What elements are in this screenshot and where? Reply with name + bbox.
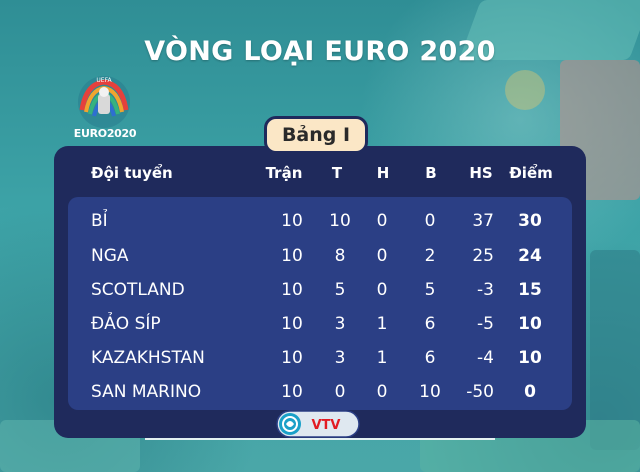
played-value: 10 xyxy=(281,314,303,334)
won-value: 0 xyxy=(334,382,346,402)
divider xyxy=(145,438,495,440)
points-value: 15 xyxy=(518,280,542,300)
header-points: Điểm xyxy=(509,164,553,182)
background-decoration xyxy=(505,70,545,110)
drawn-value: 0 xyxy=(376,246,388,266)
standings-table-body xyxy=(68,197,572,410)
won-value: 3 xyxy=(334,348,346,368)
uefa-logo-text: UEFA xyxy=(96,77,112,84)
team-name: SCOTLAND xyxy=(91,280,185,300)
header-goal-diff: HS xyxy=(469,164,493,182)
header-won: T xyxy=(331,164,343,182)
background-decoration xyxy=(590,250,640,450)
points-value: 10 xyxy=(518,314,542,334)
goal-diff-value: 25 xyxy=(472,246,494,266)
drawn-value: 0 xyxy=(376,211,388,231)
page-title: VÒNG LOẠI EURO 2020 xyxy=(144,36,496,67)
won-value: 3 xyxy=(334,314,346,334)
goal-diff-value: -4 xyxy=(477,348,494,368)
lost-value: 6 xyxy=(424,314,436,334)
won-value: 5 xyxy=(334,280,346,300)
team-name: ĐẢO SÍP xyxy=(91,314,161,334)
header-team: Đội tuyển xyxy=(91,164,173,182)
played-value: 10 xyxy=(281,280,303,300)
euro2020-logo-text: EURO2020 xyxy=(73,127,137,140)
vtv-sports-logo-icon: VTV xyxy=(276,410,360,438)
team-name: KAZAKHSTAN xyxy=(91,348,205,368)
drawn-value: 1 xyxy=(376,314,388,334)
team-name: BỈ xyxy=(91,211,108,231)
goal-diff-value: -3 xyxy=(477,280,494,300)
played-value: 10 xyxy=(281,246,303,266)
euro2020-trophy-logo-icon: UEFA xyxy=(78,76,130,128)
lost-value: 6 xyxy=(424,348,436,368)
lost-value: 0 xyxy=(424,211,436,231)
won-value: 10 xyxy=(329,211,351,231)
team-name: SAN MARINO xyxy=(91,382,202,402)
drawn-value: 1 xyxy=(376,348,388,368)
played-value: 10 xyxy=(281,211,303,231)
won-value: 8 xyxy=(334,246,346,266)
header-played: Trận xyxy=(265,164,303,182)
points-value: 0 xyxy=(524,382,536,402)
team-name: NGA xyxy=(91,246,129,266)
drawn-value: 0 xyxy=(376,382,388,402)
goal-diff-value: 37 xyxy=(472,211,494,231)
lost-value: 2 xyxy=(424,246,436,266)
lost-value: 10 xyxy=(419,382,441,402)
goal-diff-value: -5 xyxy=(477,314,494,334)
group-badge: Bảng I xyxy=(264,116,368,154)
points-value: 24 xyxy=(518,246,542,266)
header-drawn: H xyxy=(376,164,390,182)
points-value: 10 xyxy=(518,348,542,368)
played-value: 10 xyxy=(281,382,303,402)
goal-diff-value: -50 xyxy=(466,382,494,402)
brand-text: VTV xyxy=(312,418,341,433)
lost-value: 5 xyxy=(424,280,436,300)
header-lost: B xyxy=(425,164,437,182)
points-value: 30 xyxy=(518,211,542,231)
played-value: 10 xyxy=(281,348,303,368)
drawn-value: 0 xyxy=(376,280,388,300)
